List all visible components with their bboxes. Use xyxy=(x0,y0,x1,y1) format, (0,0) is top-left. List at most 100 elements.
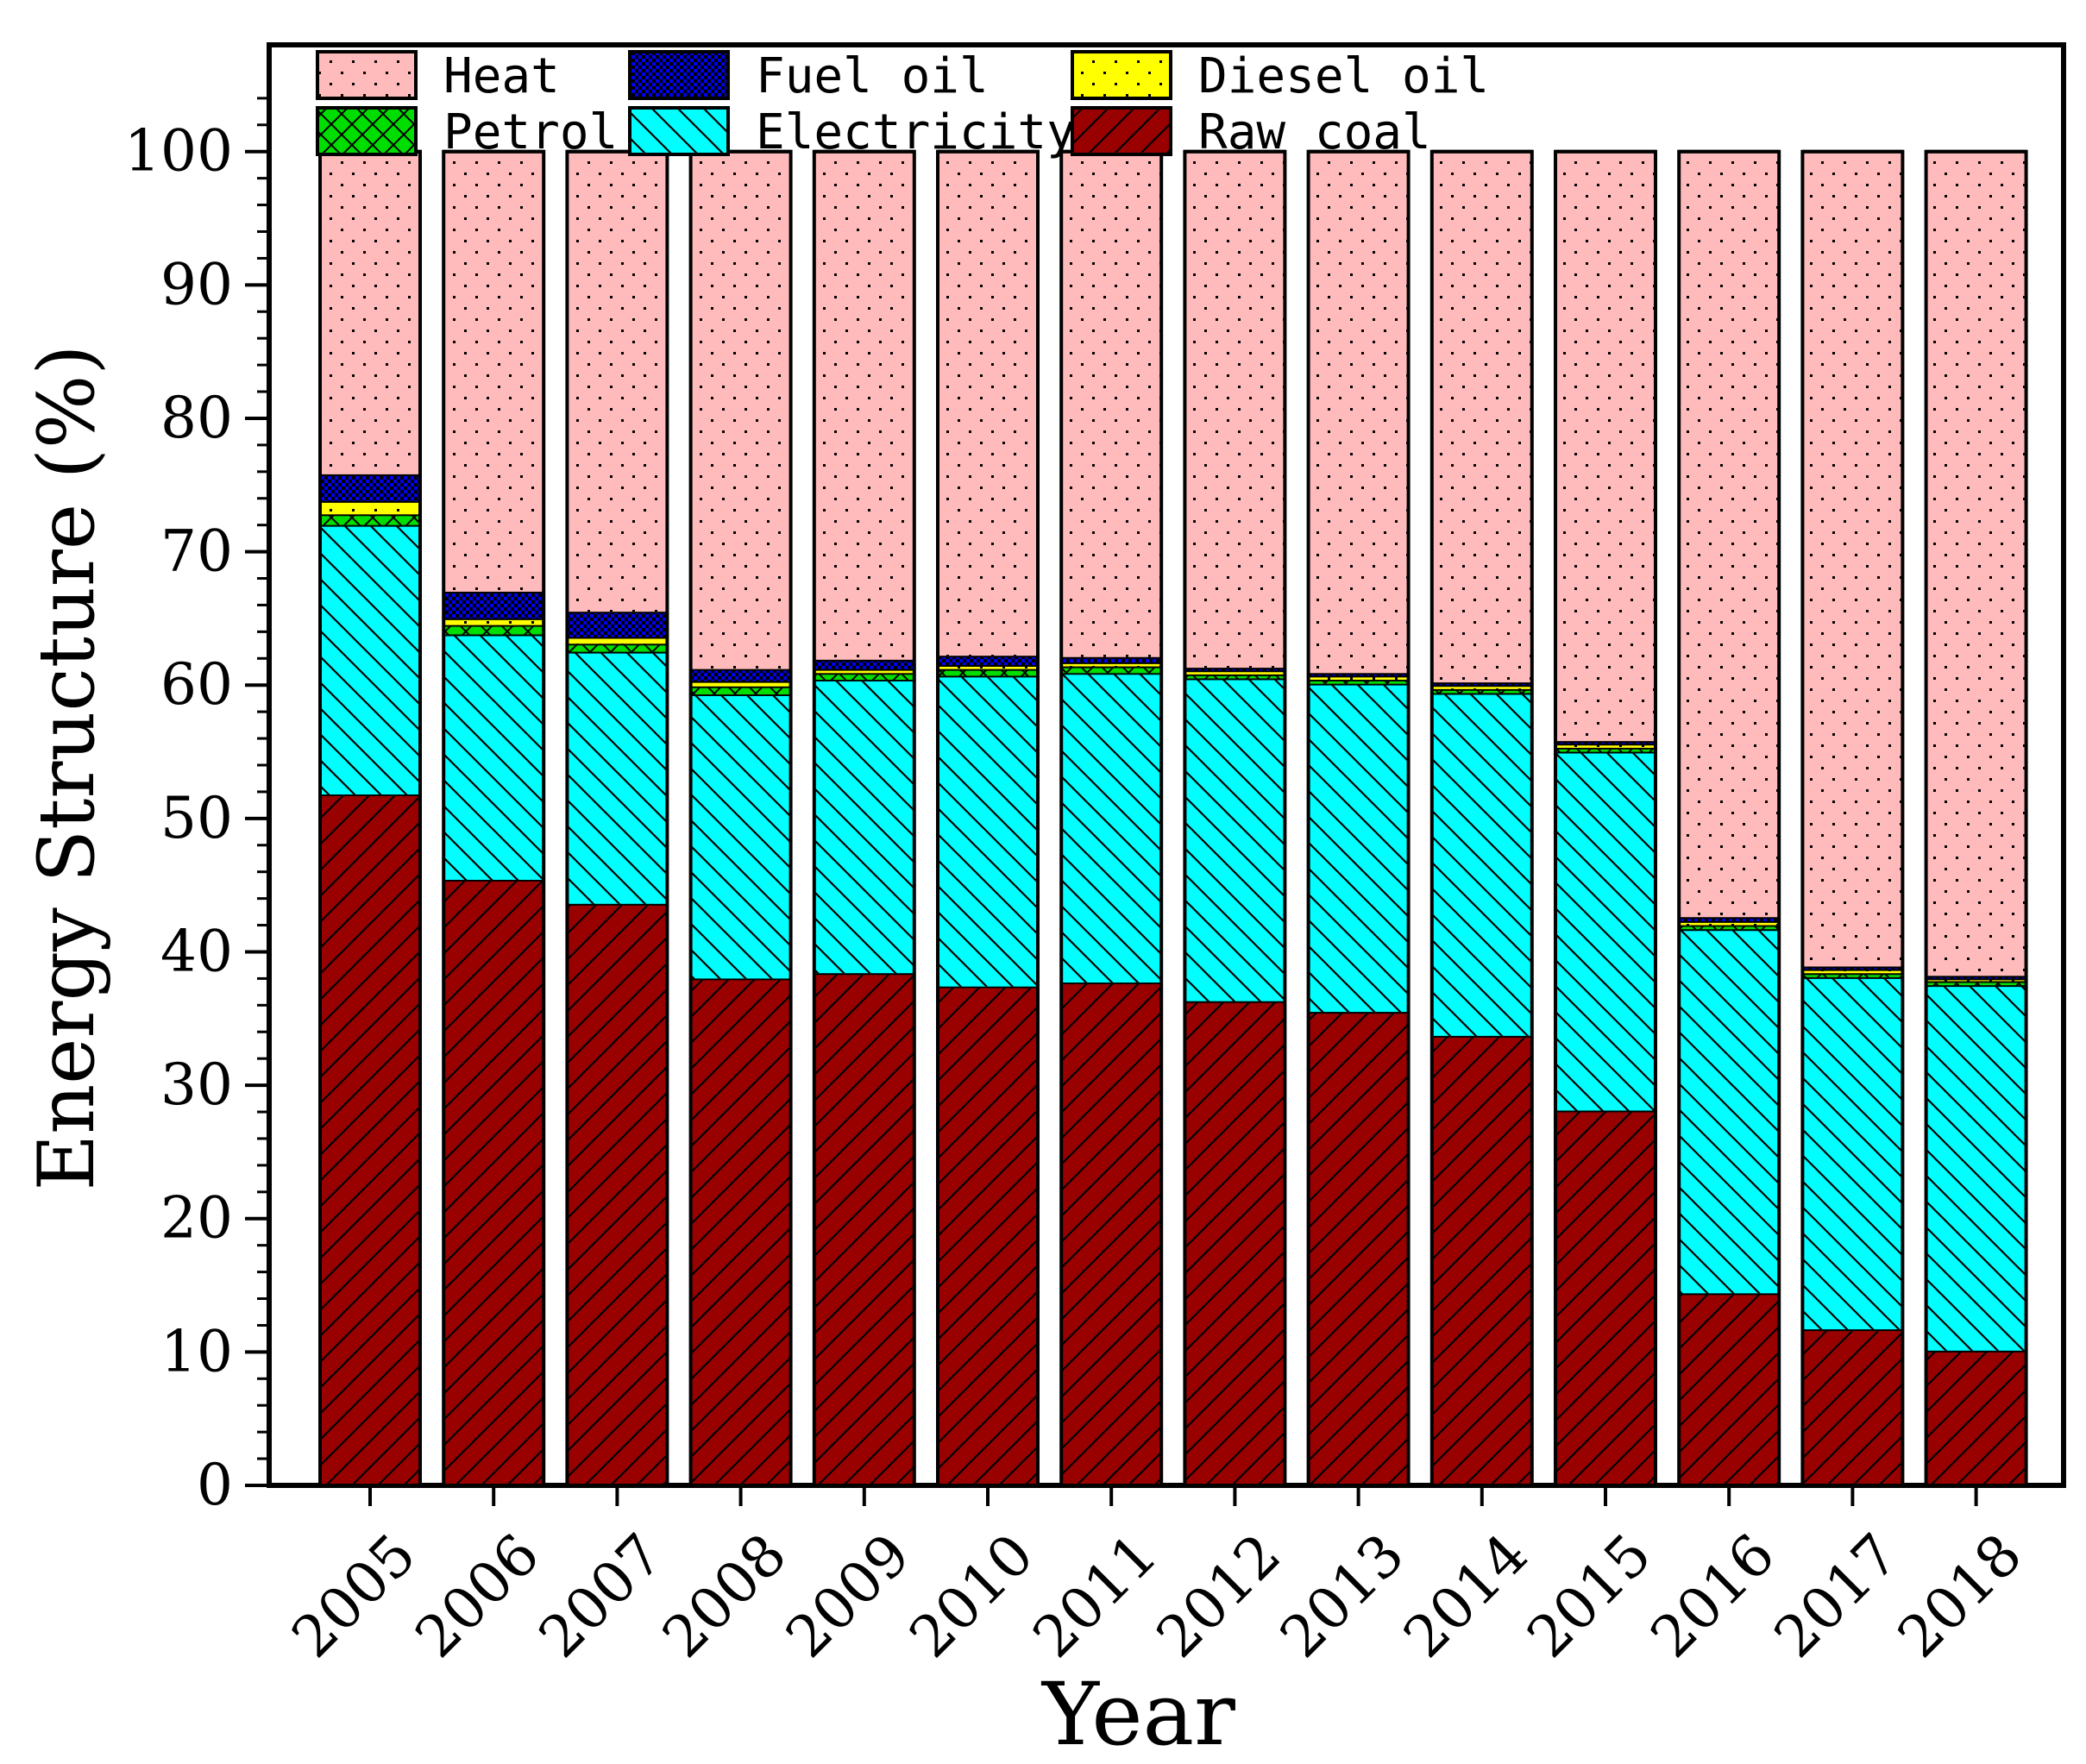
x-tick-label-2008: 2008 xyxy=(650,1521,799,1670)
bar-pattern-diesel-oil-2007 xyxy=(567,637,668,644)
bar-pattern-electricity-2018 xyxy=(1926,985,2026,1351)
bar-pattern-raw-coal-2011 xyxy=(1061,982,1162,1485)
bar-pattern-heat-2010 xyxy=(938,151,1038,656)
bar-pattern-raw-coal-2014 xyxy=(1431,1035,1532,1485)
x-tick-label-2010: 2010 xyxy=(897,1521,1046,1670)
legend-item-raw-coal: Raw coal xyxy=(1071,104,1431,160)
bar-pattern-fuel-oil-2008 xyxy=(690,669,791,681)
bar-pattern-raw-coal-2007 xyxy=(567,903,668,1485)
bar-pattern-petrol-2007 xyxy=(567,643,668,652)
bar-pattern-heat-2006 xyxy=(443,151,544,592)
bar-pattern-fuel-oil-2006 xyxy=(443,591,544,618)
bar-pattern-electricity-2013 xyxy=(1308,683,1409,1013)
bar-pattern-electricity-2006 xyxy=(443,634,544,880)
bar-pattern-petrol-2018 xyxy=(1926,981,2026,986)
bar-pattern-electricity-2015 xyxy=(1555,751,1656,1111)
bar-pattern-petrol-2014 xyxy=(1431,688,1532,694)
bar-pattern-heat-2018 xyxy=(1926,151,2026,976)
bar-pattern-raw-coal-2015 xyxy=(1555,1110,1656,1485)
y-tick-label-60: 60 xyxy=(160,651,233,718)
bar-pattern-heat-2009 xyxy=(814,151,914,660)
bar-pattern-petrol-2009 xyxy=(814,673,914,681)
x-tick-label-2014: 2014 xyxy=(1391,1521,1540,1670)
x-tick-label-2007: 2007 xyxy=(526,1521,675,1670)
legend-label-fuel-oil: Fuel oil xyxy=(756,48,989,104)
legend-swatch-pattern-fuel-oil xyxy=(628,50,730,100)
bar-pattern-petrol-2015 xyxy=(1555,747,1656,752)
bar-pattern-heat-2007 xyxy=(567,151,668,612)
y-tick-label-10: 10 xyxy=(160,1318,233,1384)
legend-swatch-pattern-electricity xyxy=(628,106,730,156)
legend-swatch-pattern-diesel-oil xyxy=(1071,50,1172,100)
bar-pattern-diesel-oil-2006 xyxy=(443,618,544,625)
bar-pattern-diesel-oil-2010 xyxy=(938,665,1038,669)
y-tick-label-90: 90 xyxy=(160,251,233,317)
bar-pattern-electricity-2016 xyxy=(1679,929,1780,1294)
bar-stack-2014 xyxy=(1429,149,1534,1487)
bar-stack-2007 xyxy=(565,149,669,1487)
x-tick-label-2013: 2013 xyxy=(1267,1521,1417,1670)
x-axis: 2005200620072008200920102011201220132014… xyxy=(280,1485,2034,1671)
legend-item-petrol: Petrol xyxy=(316,104,618,160)
bar-pattern-diesel-oil-2009 xyxy=(814,669,914,674)
bar-pattern-raw-coal-2005 xyxy=(320,794,420,1485)
bar-pattern-diesel-oil-2012 xyxy=(1184,670,1285,675)
bar-pattern-diesel-oil-2015 xyxy=(1555,744,1656,748)
bar-pattern-electricity-2014 xyxy=(1431,693,1532,1036)
bar-pattern-diesel-oil-2017 xyxy=(1802,969,1903,974)
legend-swatch-pattern-heat xyxy=(316,50,418,100)
legend-item-diesel-oil: Diesel oil xyxy=(1071,48,1489,104)
bar-pattern-heat-2013 xyxy=(1308,151,1409,674)
bar-pattern-diesel-oil-2016 xyxy=(1679,920,1780,926)
bar-stack-2016 xyxy=(1677,149,1781,1487)
y-tick-label-50: 50 xyxy=(160,785,233,851)
bar-pattern-raw-coal-2017 xyxy=(1802,1329,1903,1485)
bar-pattern-heat-2017 xyxy=(1802,151,1903,967)
bar-pattern-diesel-oil-2005 xyxy=(320,500,420,515)
x-tick-label-2018: 2018 xyxy=(1885,1521,2034,1670)
bar-pattern-raw-coal-2013 xyxy=(1308,1012,1409,1485)
legend-swatch-pattern-petrol xyxy=(316,106,418,156)
legend-label-raw-coal: Raw coal xyxy=(1198,104,1431,160)
legend-swatch-pattern-raw-coal xyxy=(1071,106,1172,156)
bar-pattern-raw-coal-2016 xyxy=(1679,1293,1780,1485)
bar-pattern-petrol-2011 xyxy=(1061,666,1162,674)
bar-stack-2015 xyxy=(1554,149,1657,1487)
bar-stack-2011 xyxy=(1059,149,1164,1487)
bar-pattern-diesel-oil-2008 xyxy=(690,681,791,687)
bar-pattern-electricity-2008 xyxy=(690,694,791,979)
bar-pattern-fuel-oil-2010 xyxy=(938,656,1038,666)
bar-stack-2009 xyxy=(812,149,916,1487)
bar-pattern-fuel-oil-2009 xyxy=(814,659,914,669)
y-tick-label-80: 80 xyxy=(160,385,233,451)
bar-stack-2013 xyxy=(1306,149,1411,1487)
bar-pattern-petrol-2008 xyxy=(690,686,791,695)
x-tick-label-2009: 2009 xyxy=(773,1521,922,1670)
bar-pattern-raw-coal-2009 xyxy=(814,973,914,1485)
bar-pattern-fuel-oil-2016 xyxy=(1679,917,1780,921)
bar-pattern-heat-2015 xyxy=(1555,151,1656,742)
bar-pattern-raw-coal-2012 xyxy=(1184,1001,1285,1485)
bar-pattern-diesel-oil-2014 xyxy=(1431,685,1532,689)
bar-pattern-heat-2012 xyxy=(1184,151,1285,669)
bars-layer xyxy=(318,149,2028,1487)
y-axis-label: Energy Structure (%) xyxy=(22,345,112,1191)
bar-pattern-heat-2011 xyxy=(1061,151,1162,657)
bar-pattern-diesel-oil-2013 xyxy=(1308,675,1409,681)
bar-pattern-diesel-oil-2011 xyxy=(1061,662,1162,667)
legend-label-electricity: Electricity xyxy=(756,104,1076,160)
bar-pattern-petrol-2013 xyxy=(1308,680,1409,684)
bar-stack-2018 xyxy=(1924,149,2028,1487)
bar-pattern-fuel-oil-2011 xyxy=(1061,656,1162,662)
legend-label-heat: Heat xyxy=(443,48,560,104)
bar-pattern-electricity-2009 xyxy=(814,680,914,974)
y-tick-label-30: 30 xyxy=(160,1051,233,1118)
bar-pattern-electricity-2005 xyxy=(320,524,420,795)
x-tick-label-2016: 2016 xyxy=(1638,1521,1788,1670)
bar-pattern-raw-coal-2010 xyxy=(938,986,1038,1485)
bar-stack-2006 xyxy=(442,149,546,1487)
y-tick-label-0: 0 xyxy=(197,1452,233,1518)
legend-label-petrol: Petrol xyxy=(443,104,618,160)
bar-stack-2008 xyxy=(688,149,793,1487)
bar-pattern-heat-2016 xyxy=(1679,151,1780,918)
